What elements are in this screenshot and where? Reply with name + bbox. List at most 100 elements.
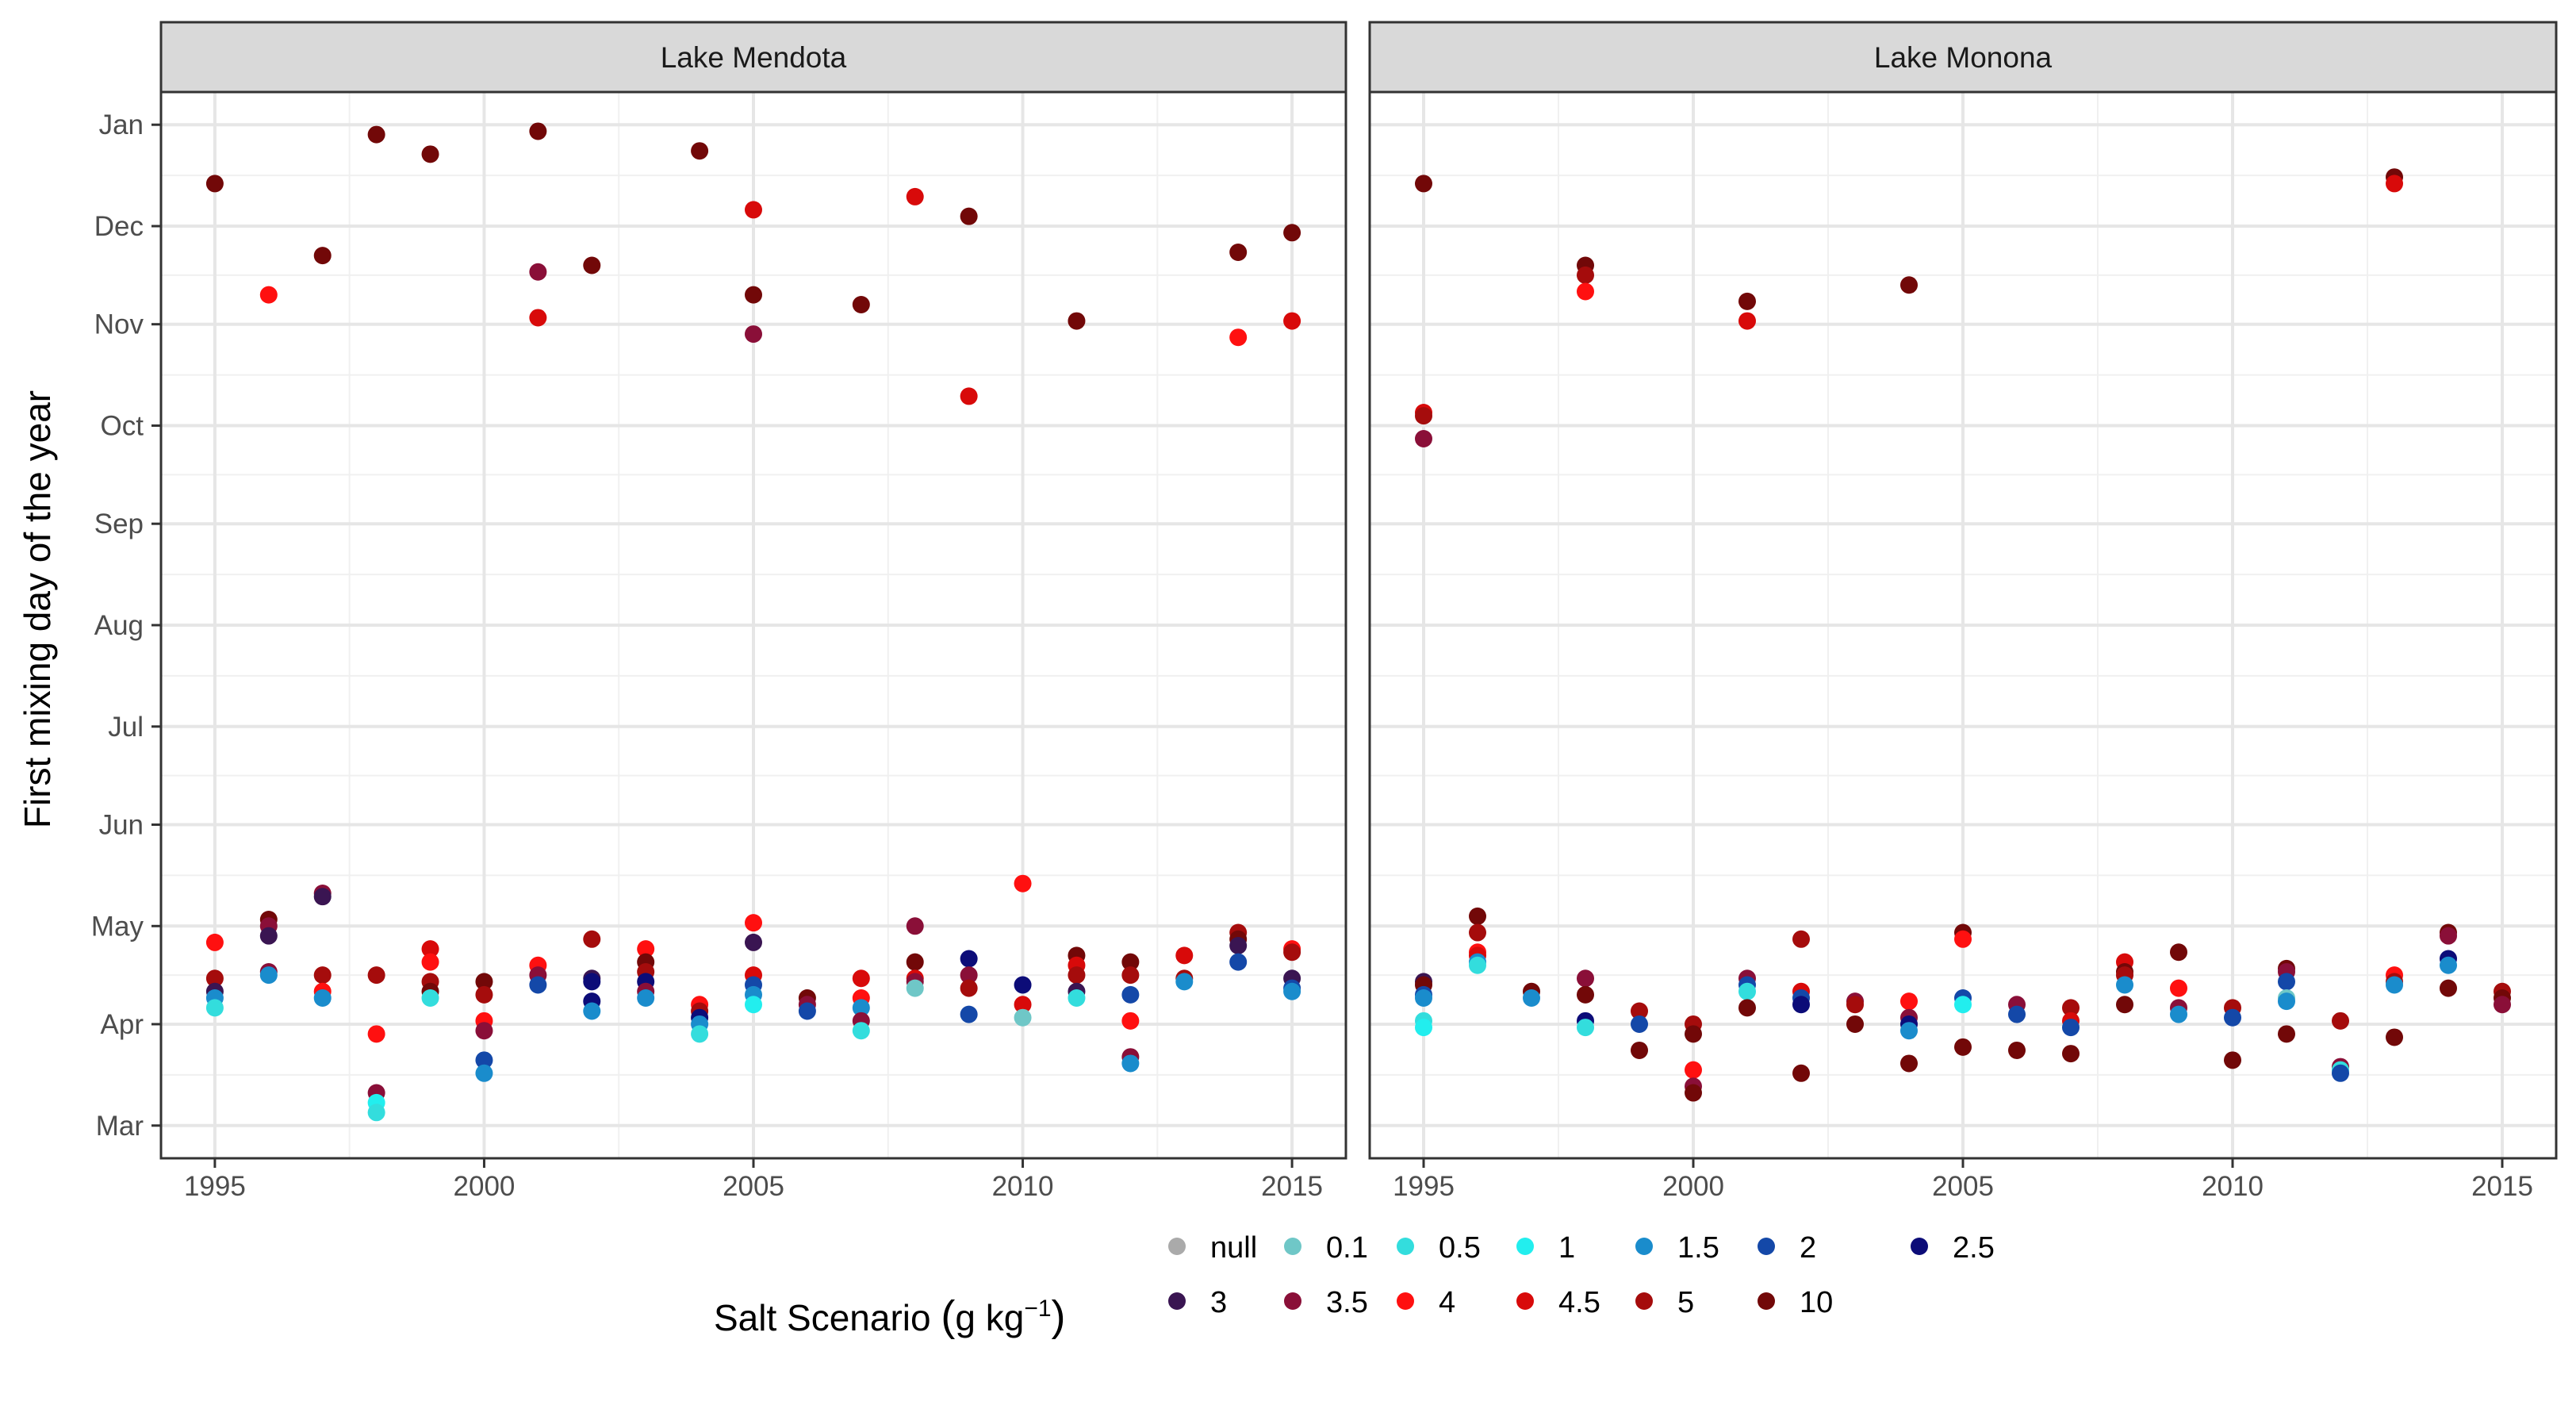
legend-item: 4 — [1397, 1286, 1455, 1319]
legend-key — [1284, 1238, 1301, 1255]
legend-label: null — [1210, 1231, 1257, 1265]
legend-label: 4 — [1439, 1286, 1455, 1319]
x-tick-label: 2000 — [454, 1171, 516, 1202]
data-point — [475, 1022, 493, 1040]
data-point — [1014, 976, 1032, 994]
data-point — [1900, 276, 1918, 294]
data-point — [852, 969, 870, 988]
legend-key — [1397, 1238, 1414, 1255]
data-point — [1577, 266, 1594, 284]
data-point — [1229, 328, 1248, 347]
y-tick-label: Oct — [101, 411, 144, 442]
data-point — [1121, 1012, 1140, 1030]
data-point — [2494, 996, 2511, 1014]
legend-item: 3.5 — [1284, 1286, 1368, 1319]
x-tick-label: 1995 — [1393, 1171, 1455, 1202]
y-axis-title: First mixing day of the year — [17, 390, 58, 828]
legend-key — [1635, 1238, 1653, 1255]
data-point — [1685, 1084, 1702, 1102]
data-point — [205, 175, 224, 193]
data-point — [745, 933, 762, 951]
data-point — [2170, 1005, 2187, 1023]
data-point — [1846, 996, 1864, 1014]
y-axis: Mar Apr May Jun Jul Aug Sep Oct Nov Dec Jan — [91, 109, 161, 1142]
data-point — [1175, 973, 1194, 991]
legend-item: 1 — [1516, 1231, 1575, 1265]
legend-item: 0.1 — [1284, 1231, 1368, 1265]
data-point — [2062, 1019, 2080, 1037]
data-point — [2224, 1051, 2241, 1069]
legend-title-text: Salt Scenario — [714, 1297, 941, 1338]
data-point — [205, 969, 224, 988]
data-point — [583, 973, 601, 991]
legend-label: 2 — [1800, 1231, 1816, 1265]
legend-key — [1516, 1292, 1534, 1310]
data-point — [367, 966, 385, 985]
legend-key — [1911, 1238, 1928, 1255]
y-tick-label: Mar — [96, 1111, 144, 1142]
data-point — [313, 966, 332, 985]
data-point — [1577, 282, 1594, 301]
legend-label: 10 — [1800, 1286, 1833, 1319]
legend-title-unit: g kg — [955, 1297, 1024, 1338]
data-point — [1685, 1061, 1702, 1079]
legend-label: 3.5 — [1326, 1286, 1368, 1319]
data-point — [2332, 1064, 2349, 1082]
data-point — [1577, 985, 1594, 1004]
data-points — [1415, 168, 2511, 1102]
x-tick-label: 1995 — [184, 1171, 246, 1202]
data-point — [798, 1002, 816, 1020]
data-point — [745, 914, 762, 932]
data-point — [259, 927, 278, 945]
data-point — [421, 145, 439, 163]
data-point — [960, 950, 978, 968]
data-point — [1415, 1019, 1432, 1037]
data-point — [1229, 937, 1248, 955]
y-tick-label: Jun — [99, 809, 144, 840]
data-point — [745, 325, 762, 344]
data-point — [2170, 943, 2187, 962]
data-point — [529, 122, 547, 140]
legend-title-paren: ) — [1052, 1292, 1066, 1340]
legend: Salt Scenario (g kg−1) null 0.1 0.5 1 1.5 2 2.5… — [714, 1231, 1995, 1340]
panel-strip — [159, 21, 1347, 94]
data-point — [2116, 996, 2133, 1014]
data-point — [1954, 930, 1972, 948]
data-point — [1121, 966, 1140, 985]
legend-label: 2.5 — [1953, 1231, 1995, 1265]
legend-item: 1.5 — [1635, 1231, 1719, 1265]
x-axis: 1995 2000 2005 2010 2015 — [184, 1158, 1323, 1202]
legend-key — [1758, 1292, 1775, 1310]
legend-title: Salt Scenario (g kg−1) — [714, 1292, 1066, 1340]
data-point — [313, 988, 332, 1007]
data-point — [1631, 1002, 1648, 1020]
y-tick-label: Sep — [94, 509, 144, 539]
data-point — [1014, 996, 1032, 1014]
x-tick-label: 2015 — [1261, 1171, 1323, 1202]
data-point — [1415, 407, 1432, 425]
data-point — [421, 988, 439, 1007]
legend-item: 2 — [1758, 1231, 1816, 1265]
data-point — [1738, 999, 1756, 1017]
legend-key — [1758, 1238, 1775, 1255]
legend-key — [1284, 1292, 1301, 1310]
panel-2: Lake Monona 1995 2000 2005 2010 2015 — [1368, 21, 2558, 1202]
legend-key — [1168, 1238, 1186, 1255]
data-point — [1415, 430, 1432, 448]
data-point — [475, 985, 493, 1004]
data-point — [906, 917, 924, 935]
data-point — [1283, 224, 1301, 242]
data-point — [906, 187, 924, 205]
data-points — [205, 122, 1301, 1122]
data-point — [1792, 1064, 1810, 1082]
legend-label: 0.1 — [1326, 1231, 1368, 1265]
x-tick-label: 2000 — [1662, 1171, 1724, 1202]
data-point — [2116, 976, 2133, 994]
data-point — [1014, 874, 1032, 893]
data-point — [1469, 923, 1486, 942]
legend-item: 5 — [1635, 1286, 1694, 1319]
data-point — [1121, 953, 1140, 971]
data-point — [1175, 946, 1194, 965]
